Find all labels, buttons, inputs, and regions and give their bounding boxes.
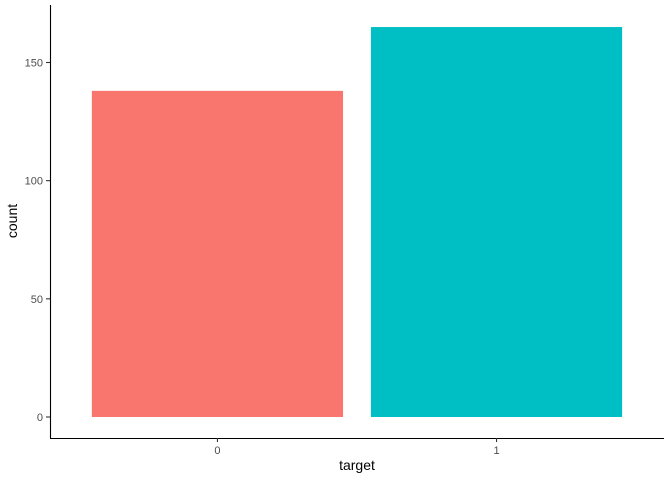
y-ticks-group: 0 50 100 150	[25, 58, 50, 424]
y-tick-label-0: 0	[37, 412, 43, 424]
x-axis-title: target	[339, 457, 375, 473]
y-tick-label-100: 100	[25, 176, 43, 188]
y-axis-title: count	[4, 204, 20, 238]
x-tick-label-0: 0	[214, 445, 220, 457]
y-tick-label-50: 50	[31, 294, 43, 306]
y-tick-label-150: 150	[25, 58, 43, 70]
y-axis: 0 50 100 150	[25, 5, 52, 439]
bar-1	[370, 27, 623, 418]
x-tick-label-1: 1	[493, 445, 499, 457]
bar-0	[91, 90, 344, 418]
bars-group	[91, 27, 623, 418]
